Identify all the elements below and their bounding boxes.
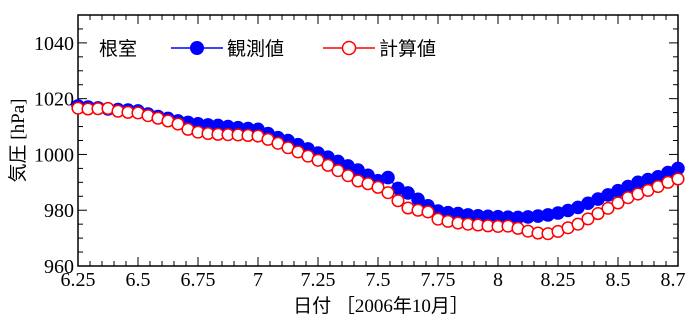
y-tick-label: 960 bbox=[44, 256, 74, 278]
legend-label-calculated: 計算値 bbox=[379, 38, 436, 60]
data-point-calculated bbox=[391, 194, 405, 208]
y-tick-label: 1020 bbox=[34, 89, 74, 111]
data-point-calculated bbox=[321, 158, 335, 172]
x-axis-title: 日付 ［2006年10月］ bbox=[293, 295, 469, 317]
axis-ticks bbox=[77, 14, 679, 267]
data-point-calculated bbox=[331, 164, 345, 178]
y-tick-label: 980 bbox=[44, 200, 74, 222]
x-tick-label: 6.25 bbox=[61, 269, 96, 291]
series-layer bbox=[71, 99, 685, 241]
plot-frame bbox=[77, 14, 679, 267]
data-point-calculated bbox=[591, 207, 605, 221]
data-point-calculated bbox=[371, 180, 385, 194]
data-point-calculated bbox=[171, 117, 185, 131]
y-tick-label: 1040 bbox=[34, 33, 74, 55]
axis-tick-labels: 6.25 6.5 6.75 7 7.25 7.5 7.75 8 8.25 8.5 8.75 960 98… bbox=[34, 33, 685, 291]
x-tick-label: 7 bbox=[253, 269, 263, 291]
data-point-calculated bbox=[311, 153, 325, 167]
legend: 観測値 計算値 bbox=[171, 38, 436, 60]
data-point-calculated bbox=[611, 196, 625, 210]
data-point-calculated bbox=[341, 169, 355, 183]
legend-label-observed: 観測値 bbox=[227, 38, 284, 60]
data-point-calculated bbox=[381, 186, 395, 200]
data-point-calculated bbox=[421, 205, 435, 219]
x-tick-label: 7.75 bbox=[421, 269, 456, 291]
data-point-observed bbox=[401, 186, 415, 200]
x-tick-label: 7.5 bbox=[366, 269, 391, 291]
series-calculated bbox=[71, 101, 685, 241]
y-tick-label: 1000 bbox=[34, 144, 74, 166]
x-tick-label: 6.75 bbox=[181, 269, 216, 291]
data-point-calculated bbox=[581, 212, 595, 226]
x-tick-label: 6.5 bbox=[126, 269, 151, 291]
y-axis-title: 気圧 [hPa] bbox=[7, 99, 29, 183]
x-tick-label: 7.25 bbox=[301, 269, 336, 291]
data-point-calculated bbox=[571, 217, 585, 231]
station-label: 根室 bbox=[99, 38, 137, 60]
data-point-calculated bbox=[601, 201, 615, 215]
x-tick-label: 8.5 bbox=[606, 269, 631, 291]
data-point-observed bbox=[381, 170, 395, 185]
x-tick-label: 8 bbox=[493, 269, 503, 291]
x-tick-label: 8.25 bbox=[541, 269, 576, 291]
data-point-calculated bbox=[671, 172, 685, 186]
legend-marker-observed bbox=[190, 41, 204, 55]
legend-marker-calculated bbox=[341, 40, 357, 56]
x-tick-label: 8.75 bbox=[661, 269, 685, 291]
